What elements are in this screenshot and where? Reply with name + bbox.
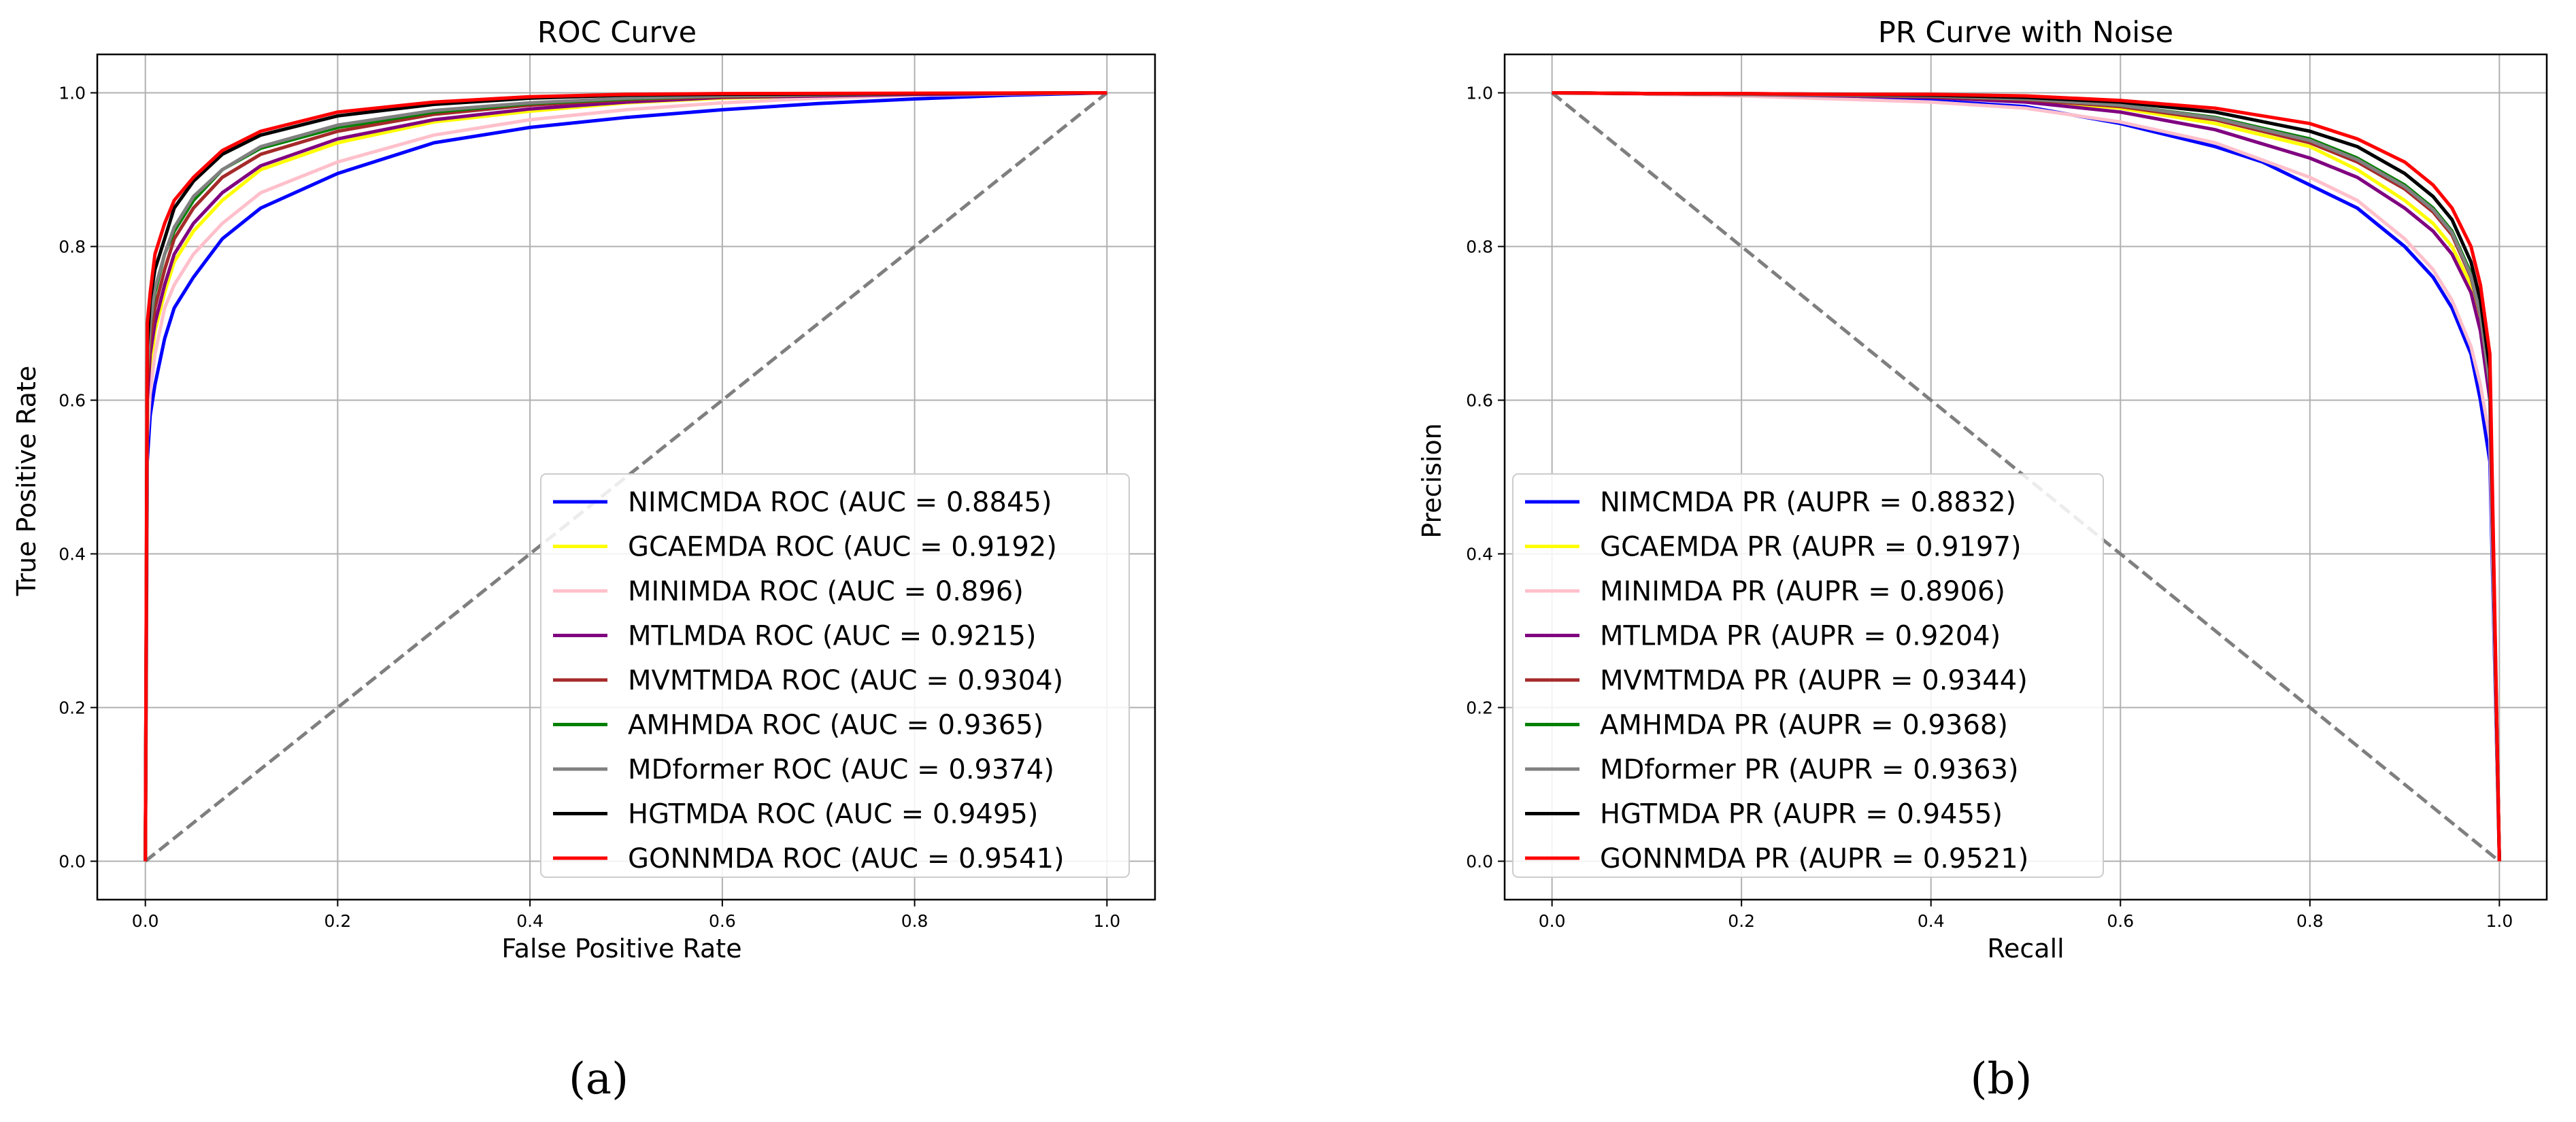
pr-series-line-8 (1552, 91, 2501, 862)
roc-legend-label: GONNMDA ROC (AUC = 0.9541) (628, 843, 1065, 874)
roc-legend: NIMCMDA ROC (AUC = 0.8845) GCAEMDA ROC (A… (540, 473, 1130, 878)
roc-y-tick-label: 1.0 (58, 84, 86, 103)
pr-legend-label: GCAEMDA PR (AUPR = 0.9197) (1600, 532, 2022, 563)
pr-plot-area: 0.0 0.2 0.4 0.6 0.8 1.0 0.0 0.2 0.4 0.6 0.8 1.0 NIMC… (1466, 53, 2548, 931)
pr-legend-label: MVMTMDA PR (AUPR = 0.9344) (1600, 665, 2028, 696)
roc-x-tick-label: 0.4 (516, 911, 543, 931)
pr-chart-panel: PR Curve with Noise 0.0 0.2 0.4 0.6 0.8 1.00.… (1417, 16, 2548, 1104)
pr-x-tick-label: 0.4 (1918, 911, 1945, 931)
pr-legend-label: MDformer PR (AUPR = 0.9363) (1600, 754, 2019, 785)
roc-axes-frame (96, 53, 1156, 901)
roc-legend-label: MTLMDA ROC (AUC = 0.9215) (628, 621, 1037, 652)
pr-x-tick-label: 1.0 (2486, 911, 2513, 931)
roc-plot-area: 0.0 0.2 0.4 0.6 0.8 1.0 0.0 0.2 0.4 0.6 0.8 1.0 NIMC… (58, 53, 1156, 931)
roc-y-tick-label: 0.0 (58, 852, 86, 872)
pr-x-tick-label: 0.6 (2107, 911, 2134, 931)
roc-legend-label: MINIMDA ROC (AUC = 0.896) (628, 576, 1024, 607)
roc-x-tick-label: 0.6 (709, 911, 736, 931)
roc-panel-caption: (a) (569, 1054, 629, 1104)
pr-series-line-2 (1552, 91, 2501, 862)
roc-series-line-0 (144, 91, 1107, 862)
roc-series-line-8 (144, 91, 1107, 862)
pr-axes-frame (1503, 53, 2548, 901)
pr-legend-label: HGTMDA PR (AUPR = 0.9455) (1600, 799, 2003, 830)
pr-y-tick-label: 0.0 (1466, 852, 1493, 872)
pr-x-tick-label: 0.2 (1728, 911, 1755, 931)
roc-legend-label: GCAEMDA ROC (AUC = 0.9192) (628, 532, 1057, 563)
roc-y-tick-label: 0.4 (58, 545, 86, 564)
roc-y-tick-label: 0.6 (58, 391, 86, 411)
roc-legend-label: HGTMDA ROC (AUC = 0.9495) (628, 799, 1038, 830)
pr-legend-label: MINIMDA PR (AUPR = 0.8906) (1600, 576, 2005, 607)
pr-y-axis-label: Precision (1417, 423, 1447, 539)
roc-legend-label: MVMTMDA ROC (AUC = 0.9304) (628, 665, 1063, 696)
pr-panel-caption: (b) (1971, 1054, 2033, 1104)
pr-legend-label: NIMCMDA PR (AUPR = 0.8832) (1600, 487, 2016, 518)
pr-legend-label: GONNMDA PR (AUPR = 0.9521) (1600, 843, 2028, 874)
pr-legend-label: AMHMDA PR (AUPR = 0.9368) (1600, 710, 2008, 741)
pr-chart-title: PR Curve with Noise (1878, 16, 2173, 50)
pr-y-tick-label: 0.6 (1466, 391, 1493, 411)
roc-diagonal-reference-line (144, 91, 1108, 863)
roc-legend-label: MDformer ROC (AUC = 0.9374) (628, 754, 1054, 785)
roc-legend-label: NIMCMDA ROC (AUC = 0.8845) (628, 487, 1052, 518)
pr-legend-box (1512, 473, 2104, 878)
roc-y-tick-label: 0.8 (58, 237, 86, 257)
roc-chart-panel: ROC Curve 0.0 0.2 0.4 0.6 0.8 1.0 0.0 0.2 0.4 0.6… (12, 16, 1156, 1104)
roc-y-tick-label: 0.2 (58, 698, 86, 718)
roc-legend-label: AMHMDA ROC (AUC = 0.9365) (628, 710, 1043, 741)
roc-x-axis-label: False Positive Rate (501, 934, 741, 964)
roc-x-tick-label: 0.8 (901, 911, 929, 931)
pr-y-tick-label: 0.4 (1466, 545, 1493, 564)
pr-x-tick-label: 0.8 (2296, 911, 2324, 931)
roc-series-line-2 (144, 91, 1107, 862)
pr-y-tick-label: 1.0 (1466, 84, 1493, 103)
pr-y-tick-label: 0.8 (1466, 237, 1493, 257)
pr-legend-label: MTLMDA PR (AUPR = 0.9204) (1600, 621, 2001, 652)
pr-x-tick-label: 0.0 (1539, 911, 1566, 931)
pr-legend: NIMCMDA PR (AUPR = 0.8832) GCAEMDA PR (AU… (1512, 473, 2104, 878)
roc-y-axis-label: True Positive Rate (12, 366, 41, 597)
roc-legend-box (540, 473, 1130, 878)
roc-x-tick-label: 0.0 (132, 911, 159, 931)
roc-x-tick-label: 1.0 (1093, 911, 1120, 931)
roc-x-tick-label: 0.2 (324, 911, 352, 931)
pr-x-axis-label: Recall (1987, 934, 2064, 964)
pr-y-tick-label: 0.2 (1466, 698, 1493, 718)
roc-chart-title: ROC Curve (537, 16, 697, 50)
roc-series-line-6 (144, 91, 1107, 862)
